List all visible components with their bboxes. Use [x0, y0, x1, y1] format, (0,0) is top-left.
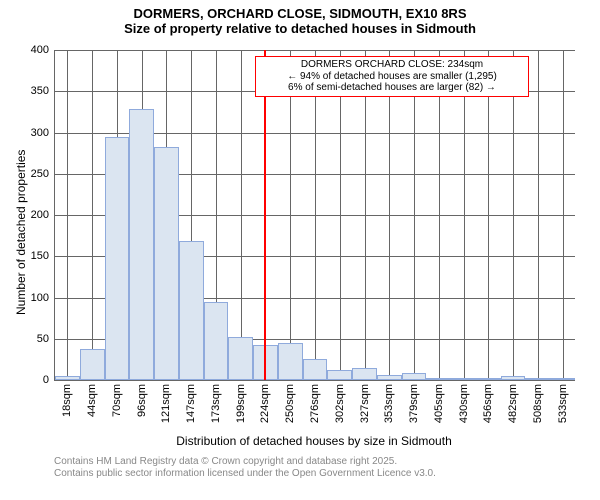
ytick-label: 350: [31, 85, 49, 97]
ytick-label: 300: [31, 127, 49, 139]
gridline-v: [315, 50, 316, 380]
gridline-v: [389, 50, 390, 380]
xtick-label: 199sqm: [235, 384, 247, 423]
property-marker-line: [264, 50, 266, 380]
histogram-bar: [80, 349, 105, 380]
y-axis-title: Number of detached properties: [14, 150, 28, 315]
footer-text: Contains HM Land Registry data © Crown c…: [54, 456, 436, 479]
annotation-line: ← 94% of detached houses are smaller (1,…: [260, 71, 524, 83]
annotation-line: 6% of semi-detached houses are larger (8…: [260, 82, 524, 94]
xtick-label: 96sqm: [136, 384, 148, 417]
histogram-bar: [501, 376, 526, 380]
histogram-bar: [278, 343, 303, 380]
histogram-bar: [154, 147, 179, 380]
xtick-label: 353sqm: [383, 384, 395, 423]
footer-line2: Contains public sector information licen…: [54, 468, 436, 480]
xtick-label: 276sqm: [309, 384, 321, 423]
xtick-label: 327sqm: [359, 384, 371, 423]
histogram-bar: [476, 378, 501, 380]
xtick-label: 147sqm: [185, 384, 197, 423]
gridline-h: [55, 380, 575, 381]
xtick-label: 121sqm: [160, 384, 172, 423]
histogram-bar: [550, 378, 575, 380]
xtick-label: 405sqm: [433, 384, 445, 423]
chart-title-line2: Size of property relative to detached ho…: [0, 21, 600, 36]
xtick-label: 456sqm: [482, 384, 494, 423]
annotation-box: DORMERS ORCHARD CLOSE: 234sqm← 94% of de…: [255, 56, 529, 97]
x-axis-title: Distribution of detached houses by size …: [54, 434, 574, 448]
ytick-label: 250: [31, 168, 49, 180]
histogram-bar: [426, 378, 451, 380]
ytick-label: 100: [31, 292, 49, 304]
histogram-bar: [105, 137, 130, 380]
xtick-label: 508sqm: [532, 384, 544, 423]
gridline-v: [414, 50, 415, 380]
xtick-label: 44sqm: [86, 384, 98, 417]
xtick-label: 70sqm: [111, 384, 123, 417]
gridline-v: [241, 50, 242, 380]
histogram-bar: [377, 375, 402, 380]
xtick-label: 224sqm: [259, 384, 271, 423]
plot-area: 05010015020025030035040018sqm44sqm70sqm9…: [54, 50, 575, 381]
xtick-label: 430sqm: [458, 384, 470, 423]
histogram-bar: [228, 337, 253, 380]
chart-container: DORMERS, ORCHARD CLOSE, SIDMOUTH, EX10 8…: [0, 0, 600, 500]
gridline-v: [538, 50, 539, 380]
histogram-bar: [327, 370, 352, 380]
histogram-bar: [402, 373, 427, 380]
histogram-bar: [179, 241, 204, 380]
xtick-label: 379sqm: [408, 384, 420, 423]
xtick-label: 173sqm: [210, 384, 222, 423]
xtick-label: 482sqm: [507, 384, 519, 423]
footer-line1: Contains HM Land Registry data © Crown c…: [54, 456, 436, 468]
gridline-v: [67, 50, 68, 380]
histogram-bar: [55, 376, 80, 380]
xtick-label: 533sqm: [557, 384, 569, 423]
ytick-label: 400: [31, 44, 49, 56]
ytick-label: 0: [43, 374, 49, 386]
gridline-v: [488, 50, 489, 380]
gridline-v: [464, 50, 465, 380]
histogram-bar: [303, 359, 328, 380]
chart-title-line1: DORMERS, ORCHARD CLOSE, SIDMOUTH, EX10 8…: [0, 0, 600, 21]
ytick-label: 200: [31, 209, 49, 221]
histogram-bar: [204, 302, 229, 380]
gridline-v: [563, 50, 564, 380]
histogram-bar: [352, 368, 377, 380]
annotation-line: DORMERS ORCHARD CLOSE: 234sqm: [260, 59, 524, 71]
gridline-v: [290, 50, 291, 380]
xtick-label: 18sqm: [61, 384, 73, 417]
gridline-v: [340, 50, 341, 380]
histogram-bar: [525, 378, 550, 380]
xtick-label: 302sqm: [334, 384, 346, 423]
ytick-label: 150: [31, 250, 49, 262]
xtick-label: 250sqm: [284, 384, 296, 423]
gridline-v: [365, 50, 366, 380]
gridline-v: [92, 50, 93, 380]
ytick-label: 50: [37, 333, 49, 345]
gridline-v: [513, 50, 514, 380]
histogram-bar: [129, 109, 154, 380]
gridline-v: [439, 50, 440, 380]
histogram-bar: [451, 378, 476, 380]
